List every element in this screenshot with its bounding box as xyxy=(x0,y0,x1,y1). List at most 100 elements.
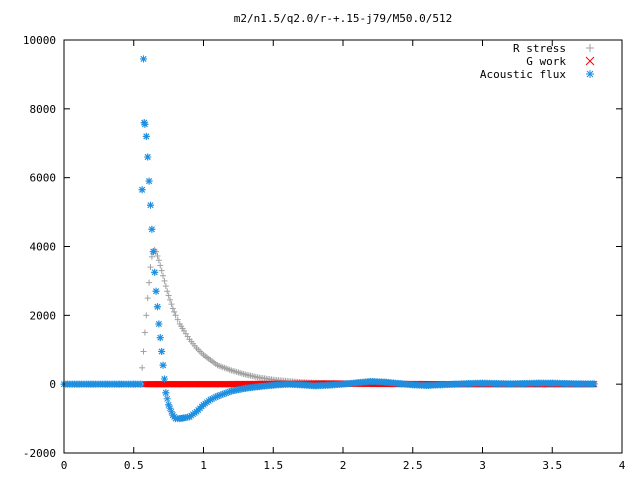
data-point xyxy=(140,55,148,63)
data-point xyxy=(160,375,168,383)
data-point xyxy=(227,387,235,395)
data-point xyxy=(172,312,179,319)
data-point xyxy=(159,361,167,369)
data-point xyxy=(171,308,178,315)
legend-label: G work xyxy=(526,55,566,68)
x-tick-label: 1.5 xyxy=(263,459,283,472)
data-point xyxy=(174,316,181,323)
data-point xyxy=(158,267,165,274)
data-point xyxy=(492,379,500,387)
y-axis: -2000 0 2000 4000 6000 8000 10000 xyxy=(23,34,622,460)
data-point xyxy=(200,401,207,409)
data-point xyxy=(148,253,155,260)
data-point xyxy=(186,413,194,421)
x-axis: 0 0.5 1 1.5 2 2.5 3 3.5 4 xyxy=(61,40,626,472)
data-point xyxy=(146,201,154,209)
data-point xyxy=(162,389,170,397)
data-point xyxy=(213,392,221,400)
data-point xyxy=(138,186,146,194)
data-point xyxy=(157,262,164,269)
data-point xyxy=(353,379,361,387)
data-point xyxy=(152,287,160,295)
data-point xyxy=(465,379,473,387)
y-tick-label: 10000 xyxy=(23,34,56,47)
legend-label: R stress xyxy=(513,42,566,55)
data-point xyxy=(241,384,249,392)
x-tick-label: 3 xyxy=(479,459,486,472)
data-point xyxy=(367,377,375,385)
data-point xyxy=(155,320,163,328)
y-tick-label: 8000 xyxy=(30,103,57,116)
legend-label: Acoustic flux xyxy=(480,68,566,81)
data-point xyxy=(139,364,146,371)
data-point xyxy=(169,305,176,312)
x-tick-label: 2.5 xyxy=(403,459,423,472)
legend-marker xyxy=(586,70,594,78)
data-point xyxy=(165,292,172,299)
data-point xyxy=(130,380,138,388)
data-point xyxy=(395,379,403,387)
series-group xyxy=(60,55,598,423)
x-tick-label: 1 xyxy=(200,459,207,472)
data-point xyxy=(146,279,153,286)
x-tick-label: 2 xyxy=(340,459,347,472)
data-point xyxy=(590,380,598,388)
data-point xyxy=(160,272,167,279)
data-point xyxy=(339,380,347,388)
data-point xyxy=(548,379,556,387)
data-point xyxy=(153,303,161,311)
data-point xyxy=(142,132,150,140)
data-point xyxy=(141,329,148,336)
x-tick-label: 3.5 xyxy=(542,459,562,472)
data-point xyxy=(164,288,171,295)
data-point xyxy=(149,248,157,256)
x-tick-label: 4 xyxy=(619,459,626,472)
data-point xyxy=(88,380,96,388)
y-tick-label: 2000 xyxy=(30,309,57,322)
data-point xyxy=(255,383,263,391)
data-point xyxy=(520,379,528,387)
data-point xyxy=(144,153,152,161)
data-point xyxy=(162,283,169,290)
data-point xyxy=(423,382,431,390)
data-point xyxy=(437,381,445,389)
data-point xyxy=(137,380,145,388)
data-point xyxy=(144,295,151,302)
data-point xyxy=(325,381,333,389)
data-point xyxy=(154,252,161,259)
data-point xyxy=(180,414,188,422)
data-point xyxy=(148,225,156,233)
data-point xyxy=(479,379,486,387)
data-point xyxy=(283,380,291,388)
data-point xyxy=(163,395,171,403)
data-point xyxy=(534,379,542,387)
data-point xyxy=(156,334,164,342)
data-point xyxy=(451,380,459,388)
data-point xyxy=(381,378,389,386)
data-point xyxy=(409,381,417,389)
data-point xyxy=(140,348,147,355)
legend-marker xyxy=(586,44,594,52)
series-acoustic-flux xyxy=(60,55,598,423)
data-point xyxy=(297,381,305,389)
data-point xyxy=(147,264,154,271)
data-point xyxy=(206,396,214,404)
data-point xyxy=(311,382,319,390)
y-tick-label: 6000 xyxy=(30,172,57,185)
data-point xyxy=(74,380,82,388)
data-point xyxy=(167,296,174,303)
data-point xyxy=(193,408,201,416)
data-point xyxy=(145,177,153,185)
y-tick-label: -2000 xyxy=(23,447,56,460)
data-point xyxy=(168,301,175,308)
data-point xyxy=(141,120,149,128)
data-point xyxy=(506,380,514,388)
series-r-stress xyxy=(61,246,598,388)
chart-title: m2/n1.5/q2.0/r-+.15-j79/M50.0/512 xyxy=(234,12,453,25)
data-point xyxy=(269,381,277,389)
data-point xyxy=(161,277,168,284)
data-point xyxy=(576,380,584,388)
y-tick-label: 0 xyxy=(49,378,56,391)
